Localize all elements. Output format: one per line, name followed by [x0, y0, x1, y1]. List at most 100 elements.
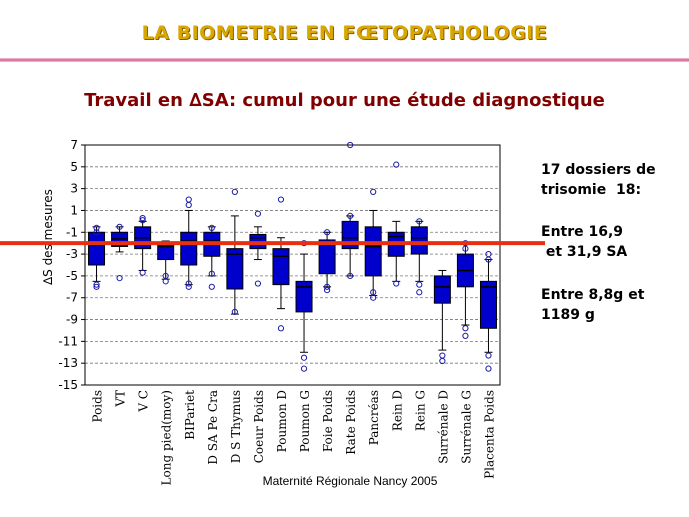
- category-label: Rein G: [413, 390, 427, 431]
- outlier-point: [116, 274, 123, 282]
- outlier-point: [416, 289, 423, 296]
- category-label: Surrénale D: [436, 390, 450, 464]
- note-weight-range: Entre 8,8g et 1189 g: [541, 287, 645, 323]
- outlier-point: [300, 354, 308, 361]
- category-label: Placenta Poids: [482, 390, 496, 479]
- category-label: BIPariet: [183, 390, 197, 440]
- outlier-point: [393, 161, 400, 168]
- outlier-point: [462, 245, 469, 252]
- boxes: [88, 141, 497, 372]
- outlier-point: [277, 196, 285, 203]
- outlier-point: [231, 308, 238, 316]
- box: [88, 231, 106, 266]
- y-axis: 7 5 3 1 -1 -3 -5 -7 -9 -11 -13 -15: [58, 138, 85, 392]
- box: [180, 231, 198, 266]
- outlier-point: [139, 217, 146, 224]
- footer-credit: Maternité Régionale Nancy 2005: [262, 474, 438, 488]
- box: [479, 280, 497, 329]
- y-tick-label: -1: [66, 225, 78, 239]
- outlier-point: [93, 281, 100, 288]
- y-tick-label: 7: [70, 138, 78, 152]
- outlier-point: [347, 212, 354, 220]
- category-label: V C: [137, 390, 151, 413]
- category-label: Surrénale G: [459, 390, 473, 464]
- outlier-point: [416, 218, 423, 225]
- category-label: Poids: [91, 390, 105, 423]
- category-label: D S Thymus: [229, 390, 243, 463]
- box: [272, 248, 290, 286]
- y-tick-label: -3: [66, 247, 78, 261]
- category-label: Pancréas: [367, 390, 381, 445]
- box: [157, 242, 175, 261]
- outlier-point: [185, 201, 192, 209]
- outlier-point: [323, 283, 331, 290]
- plot-frame: [84, 144, 501, 386]
- outlier-point: [485, 352, 492, 359]
- outlier-point: [439, 357, 446, 365]
- box: [318, 239, 336, 275]
- x-axis: Poids VT V C Long pied(moy) BIPariet D SA Pe …: [91, 390, 497, 486]
- outlier-point: [93, 229, 100, 236]
- outlier-point: [462, 332, 469, 340]
- category-label: Rein D: [390, 390, 404, 431]
- category-label: Rate Poids: [344, 390, 358, 455]
- outlier-point: [185, 196, 192, 203]
- outlier-point: [231, 188, 238, 196]
- outlier-point: [139, 214, 146, 222]
- category-label: Coeur Poids: [252, 390, 266, 463]
- outlier-point: [323, 286, 331, 294]
- gridlines: [85, 144, 500, 386]
- outlier-point: [416, 281, 423, 288]
- outlier-point: [93, 283, 100, 290]
- outlier-point: [93, 224, 100, 232]
- outlier-point: [300, 365, 308, 372]
- category-label: Poumon G: [298, 390, 312, 452]
- outlier-point: [139, 269, 146, 276]
- outlier-point: [208, 224, 215, 232]
- outlier-point: [185, 283, 192, 290]
- y-tick-label: 3: [70, 182, 78, 196]
- title-divider: [0, 58, 689, 62]
- outlier-point: [485, 365, 492, 372]
- outlier-point: [393, 280, 400, 287]
- outlier-point: [162, 278, 169, 285]
- outlier-point: [277, 325, 285, 332]
- outlier-point: [370, 294, 377, 301]
- outlier-point: [254, 280, 262, 287]
- y-axis-label: ∆S des mesures: [41, 189, 55, 286]
- outlier-point: [116, 223, 123, 230]
- y-tick-label: -5: [66, 269, 78, 283]
- box: [295, 280, 313, 313]
- outlier-point: [323, 229, 331, 236]
- outlier-point: [439, 352, 446, 359]
- outlier-point: [347, 272, 354, 280]
- y-tick-label: 5: [70, 160, 78, 174]
- outlier-point: [462, 325, 469, 332]
- category-label: VT: [114, 390, 128, 408]
- y-tick-label: -13: [58, 356, 78, 370]
- category-label: Foie Poids: [321, 390, 335, 452]
- y-tick-label: -9: [66, 313, 78, 327]
- y-tick-label: 1: [70, 203, 78, 217]
- note-case-count: 17 dossiers de trisomie 18:: [541, 162, 656, 198]
- note-gestational-age-range: Entre 16,9 et 31,9 SA: [541, 224, 628, 260]
- y-tick-label: -7: [66, 291, 78, 305]
- box: [364, 226, 382, 277]
- outlier-point: [485, 256, 492, 263]
- y-tick-label: -11: [58, 334, 78, 348]
- page-title: LA BIOMETRIE EN FŒTOPATHOLOGIE: [141, 22, 548, 44]
- outlier-point: [208, 283, 215, 290]
- outlier-point: [370, 188, 377, 196]
- chart-subtitle: Travail en ∆SA: cumul pour une étude dia…: [84, 90, 605, 111]
- box: [226, 248, 244, 290]
- outlier-point: [208, 270, 215, 277]
- outlier-point: [347, 141, 354, 149]
- y-tick-label: -15: [58, 378, 78, 392]
- category-label: D SA Pe Cra: [206, 390, 220, 465]
- category-label: Poumon D: [275, 390, 289, 452]
- outlier-point: [254, 210, 262, 217]
- outlier-point: [185, 280, 192, 287]
- box: [433, 275, 451, 304]
- category-label: Long pied(moy): [160, 390, 174, 485]
